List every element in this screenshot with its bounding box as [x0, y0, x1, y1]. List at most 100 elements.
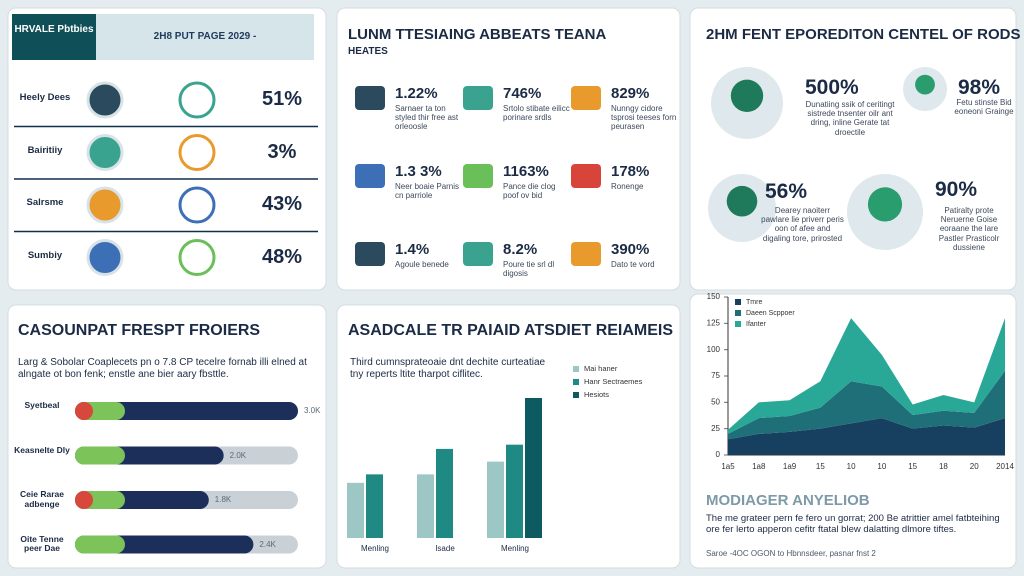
icon: [178, 134, 216, 171]
stat-text: Agoule benede: [395, 260, 449, 269]
header-badge-bg: [12, 14, 96, 60]
icon: [867, 187, 903, 222]
bar-accent: [75, 402, 93, 420]
icon: [915, 74, 935, 95]
bar-accent: [75, 446, 93, 465]
panel-title: 2HM FENT EPOREDITON CENTEL OF RODS: [706, 26, 1021, 43]
icon: [178, 81, 216, 119]
y-tick-label: 75: [711, 371, 720, 380]
icon: [355, 242, 385, 266]
bar: [75, 402, 298, 420]
panel: [336, 7, 681, 291]
panel-subtitle: HEATES: [348, 46, 388, 57]
stat-value: 390%: [611, 241, 650, 258]
bar: [506, 444, 523, 538]
icon: [178, 186, 216, 224]
legend-swatch: [573, 366, 579, 372]
icon: [355, 164, 385, 188]
y-tick-label: 50: [711, 397, 720, 406]
panel-description: The me grateer pern fe fero un gorrat; 2…: [706, 513, 1000, 535]
stat-value: 1163%: [503, 163, 549, 180]
x-tick-label: 18: [939, 462, 948, 471]
stat-value: 1.22%: [395, 85, 438, 102]
y-tick-label: 0: [716, 450, 721, 459]
stat-value: 178%: [611, 163, 650, 180]
icon: [86, 186, 124, 224]
legend-label: Tmre: [746, 299, 762, 306]
x-tick-label: 1a8: [752, 462, 766, 471]
row-value: 43%: [261, 193, 303, 215]
icon: [355, 86, 385, 110]
x-tick-label: 2014: [996, 462, 1014, 471]
stat-text: Neer boaie Parnis cn parriole: [395, 182, 460, 201]
bar: [436, 448, 453, 538]
stat-value: 8.2%: [503, 241, 538, 258]
icon: [463, 86, 493, 110]
legend-swatch: [573, 392, 579, 398]
bar-value: 1.8K: [214, 495, 232, 504]
row-label: Bairitiiy: [27, 144, 63, 156]
x-tick-label: 10: [877, 462, 886, 471]
bar-label: Ceie Rarae adbenge: [20, 489, 64, 509]
row-value: 48%: [261, 245, 303, 268]
bar: [417, 474, 434, 538]
legend-label: Daeen Scppoer: [746, 310, 795, 317]
panel-description: Larg & Sobolar Coaplecets pn o 7.8 CP te…: [18, 357, 307, 380]
stat-value: 98%: [958, 76, 1001, 99]
panel-title: LUNM TTESIAING ABBEATS TEANA: [348, 26, 607, 43]
icon: [86, 81, 124, 119]
bar-value: 3.0K: [304, 406, 321, 415]
header-bg: [96, 14, 314, 60]
header-badge: HRVALE Pbtbies: [14, 24, 94, 35]
stat-value: 90%: [935, 178, 978, 201]
area: [728, 318, 1005, 434]
x-tick-label: Isade: [435, 544, 455, 553]
legend-swatch: [735, 299, 741, 305]
x-tick-label: 1a5: [721, 462, 735, 471]
stat-value: 1.4%: [395, 241, 430, 258]
legend-label: Ifanter: [746, 321, 767, 328]
stat-text: Patiralty prote Neruerne Goise eoraane t…: [938, 206, 1000, 252]
legend-swatch: [735, 310, 741, 316]
stat-text: Dunatiing ssik of ceritingt sistrede tns…: [805, 100, 895, 137]
x-tick-label: Menling: [500, 544, 529, 553]
panel-title: MODIAGER ANYELIOB: [706, 492, 870, 509]
area: [728, 418, 1005, 455]
bar-accent: [75, 491, 93, 509]
panel: [7, 7, 327, 291]
stat-text: Poure tie srl dl digosis: [503, 260, 555, 279]
stat-value: 56%: [765, 180, 808, 203]
bar-accent: [75, 535, 93, 554]
bar-label: Syetbeal: [24, 400, 60, 410]
y-tick-label: 125: [707, 318, 721, 327]
legend-label: Hanr Sectraemes: [584, 377, 643, 386]
x-tick-label: 10: [847, 462, 856, 471]
stat-text: Dearey naoiterr pawlare lie priverr peri…: [761, 206, 844, 243]
row-value: 51%: [261, 88, 303, 110]
legend-swatch: [573, 379, 579, 385]
icon: [463, 242, 493, 266]
row-value: 3%: [267, 140, 297, 163]
stat-value: 1.3 3%: [395, 163, 442, 180]
icon: [463, 164, 493, 188]
icon: [726, 185, 758, 217]
panel-title: ASADCALE TR PAIAID ATSDIET REIAMEIS: [348, 322, 674, 339]
icon: [178, 239, 216, 276]
icon: [571, 242, 601, 266]
stat-text: Nunngy cidore tsprosi teeses forn peuras…: [611, 104, 677, 132]
source-note: Saroe -4OC OGON to Hbnnsdeer, pasnar fns…: [706, 549, 876, 558]
icon: [571, 164, 601, 188]
x-tick-label: 1a9: [783, 462, 797, 471]
bar-value: 2.0K: [229, 450, 247, 460]
header-title: 2H8 PUT PAGE 2029 -: [153, 31, 257, 42]
y-tick-label: 25: [711, 424, 720, 433]
bar: [366, 474, 383, 538]
bar-value: 2.4K: [259, 539, 276, 549]
stat-text: Srtolo stibate eilicc porinare srdls: [503, 104, 570, 123]
legend-label: Hesiots: [584, 390, 609, 399]
icon: [86, 134, 124, 171]
stat-text: Ronenge: [611, 182, 644, 191]
stat-value: 829%: [611, 85, 650, 102]
